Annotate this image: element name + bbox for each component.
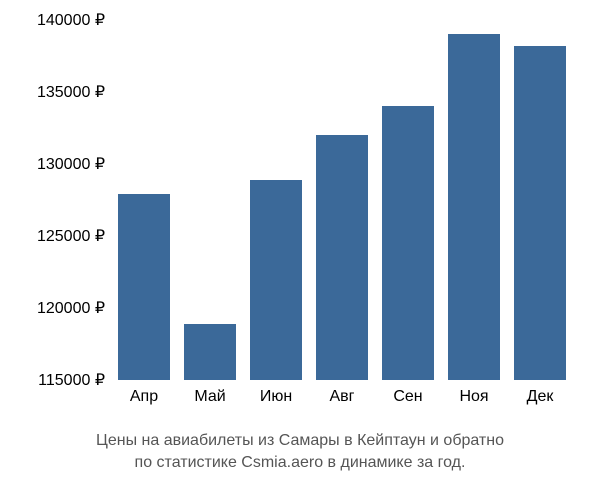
caption-line-1: Цены на авиабилеты из Самары в Кейптаун … xyxy=(0,430,600,452)
caption-line-2: по статистике Csmia.aero в динамике за г… xyxy=(0,452,600,474)
bar xyxy=(250,180,302,380)
bar xyxy=(382,106,434,380)
bar xyxy=(184,324,236,380)
x-axis-tick-label: Авг xyxy=(329,388,354,406)
y-axis-tick-label: 140000 ₽ xyxy=(37,10,105,30)
chart-caption: Цены на авиабилеты из Самары в Кейптаун … xyxy=(0,430,600,475)
plot-area xyxy=(110,20,580,380)
x-axis-tick-label: Июн xyxy=(260,388,292,406)
bar xyxy=(448,34,500,380)
bar xyxy=(118,194,170,380)
bar xyxy=(316,135,368,380)
y-axis-tick-label: 115000 ₽ xyxy=(38,370,105,390)
y-axis-tick-label: 125000 ₽ xyxy=(37,226,105,246)
x-axis-tick-label: Апр xyxy=(130,388,158,406)
price-chart: Цены на авиабилеты из Самары в Кейптаун … xyxy=(0,0,600,500)
x-axis-tick-label: Дек xyxy=(527,388,554,406)
bar xyxy=(514,46,566,380)
x-axis-tick-label: Ноя xyxy=(459,388,488,406)
y-axis-tick-label: 120000 ₽ xyxy=(37,298,105,318)
x-axis-tick-label: Сен xyxy=(393,388,422,406)
y-axis-tick-label: 130000 ₽ xyxy=(37,154,105,174)
x-axis-tick-label: Май xyxy=(194,388,225,406)
y-axis-tick-label: 135000 ₽ xyxy=(37,82,105,102)
